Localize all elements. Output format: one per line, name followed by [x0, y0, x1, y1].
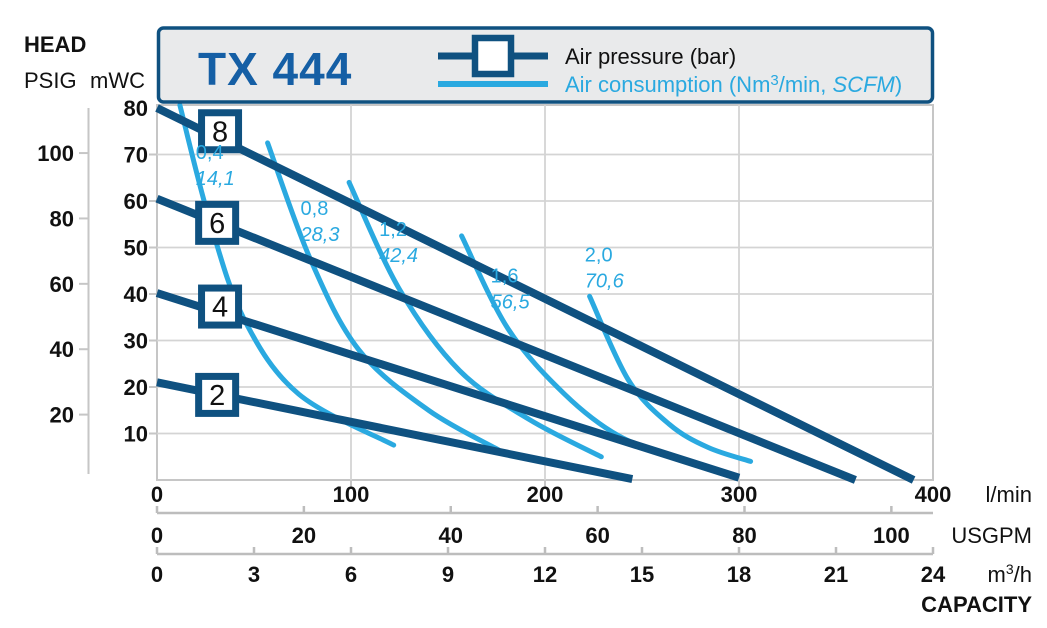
mwc-tick-label-30: 30 — [124, 329, 148, 354]
consumption-curve-0,8 — [265, 140, 501, 453]
mwc-tick-label-10: 10 — [124, 422, 148, 447]
capacity-axis-title: CAPACITY — [921, 592, 1032, 617]
head-axis: 80 70 60 50 40 30 20 10 100 80 60 40 20 — [37, 96, 148, 474]
tick-label-USGPM-100: 100 — [873, 523, 910, 548]
mwc-tick-label-50: 50 — [124, 236, 148, 261]
tick-label-m3/h-0: 0 — [151, 562, 163, 587]
pressure-marker-label-8: 8 — [212, 116, 228, 148]
consumption-label-2,0: 2,0 70,6 — [585, 244, 625, 292]
unit-label-USGPM: USGPM — [951, 523, 1032, 548]
pressure-curve-4bar — [155, 289, 741, 482]
tick-label-m3/h-9: 9 — [442, 562, 454, 587]
tick-label-l/min-200: 200 — [527, 482, 564, 507]
tick-label-USGPM-0: 0 — [151, 523, 163, 548]
consumption-label-1,2: 1,2 42,4 — [379, 219, 418, 267]
psig-tick-label-20: 20 — [50, 403, 74, 428]
psig-tick-label-100: 100 — [37, 141, 74, 166]
consumption-label-0,4: 0,4 14,1 — [196, 142, 235, 190]
pressure-curve-markers: 8 6 4 2 — [195, 109, 243, 417]
tick-label-USGPM-80: 80 — [732, 523, 756, 548]
pressure-marker-8bar — [198, 109, 243, 154]
tick-label-m3/h-12: 12 — [533, 562, 557, 587]
tick-label-l/min-100: 100 — [333, 482, 370, 507]
pressure-curve-6bar — [155, 194, 857, 484]
tick-label-m3/h-21: 21 — [824, 562, 848, 587]
mwc-tick-label-40: 40 — [124, 282, 148, 307]
consumption-label-0,8: 0,8 28,3 — [300, 198, 340, 246]
pressure-marker-4bar — [198, 284, 243, 329]
tick-label-l/min-300: 300 — [721, 482, 758, 507]
head-axis-title: HEAD — [24, 32, 86, 57]
tick-label-m3/h-15: 15 — [630, 562, 654, 587]
consumption-legend-label: Air consumption (Nm3/min, SCFM) — [565, 72, 902, 97]
title-legend-box: TX 444 Air pressure (bar) Air consumptio… — [156, 26, 935, 104]
pressure-curve-8bar — [155, 104, 916, 484]
tick-label-USGPM-60: 60 — [585, 523, 609, 548]
psig-axis-title: PSIG — [24, 68, 77, 93]
capacity-axes: 0 100 200 300 400 l/min 0 20 40 60 80 100 USGPM 0 3 6 9 1… — [151, 480, 1032, 587]
mwc-tick-label-80: 80 — [124, 96, 148, 121]
consumption-label-1,6: 1,6 56,5 — [491, 265, 531, 313]
pressure-marker-2bar — [195, 372, 240, 417]
pressure-marker-label-4: 4 — [212, 292, 228, 324]
tick-label-m3/h-24: 24 — [921, 562, 946, 587]
tick-label-l/min-400: 400 — [915, 482, 952, 507]
title-box-frame — [156, 26, 935, 104]
psig-tick-label-40: 40 — [50, 337, 74, 362]
pressure-marker-6bar — [195, 200, 240, 245]
model-title: TX 444 — [198, 43, 352, 95]
consumption-curve-1,2 — [346, 179, 604, 460]
consumption-curve-2,0 — [587, 293, 754, 464]
tick-label-m3/h-3: 3 — [248, 562, 260, 587]
psig-tick-label-60: 60 — [50, 272, 74, 297]
pressure-marker-label-6: 6 — [209, 208, 225, 240]
pressure-legend-label: Air pressure (bar) — [565, 44, 736, 69]
tick-label-m3/h-6: 6 — [345, 562, 357, 587]
mwc-tick-label-60: 60 — [124, 189, 148, 214]
psig-tick-label-80: 80 — [50, 206, 74, 231]
tick-label-m3/h-18: 18 — [727, 562, 751, 587]
tick-label-USGPM-20: 20 — [292, 523, 316, 548]
pressure-marker-label-2: 2 — [209, 380, 225, 412]
pressure-legend-square-icon — [471, 34, 515, 78]
mwc-tick-label-70: 70 — [124, 143, 148, 168]
consumption-curve-labels: 0,4 14,1 0,8 28,3 1,2 42,4 1,6 56,5 2,0 70,6 — [196, 142, 625, 313]
mwc-tick-label-20: 20 — [124, 375, 148, 400]
unit-label-m3h: m3/h — [988, 561, 1032, 587]
tick-label-l/min-0: 0 — [151, 482, 163, 507]
unit-label-l/min: l/min — [986, 482, 1032, 507]
tick-label-USGPM-40: 40 — [439, 523, 463, 548]
mwc-axis-title: mWC — [90, 68, 145, 93]
